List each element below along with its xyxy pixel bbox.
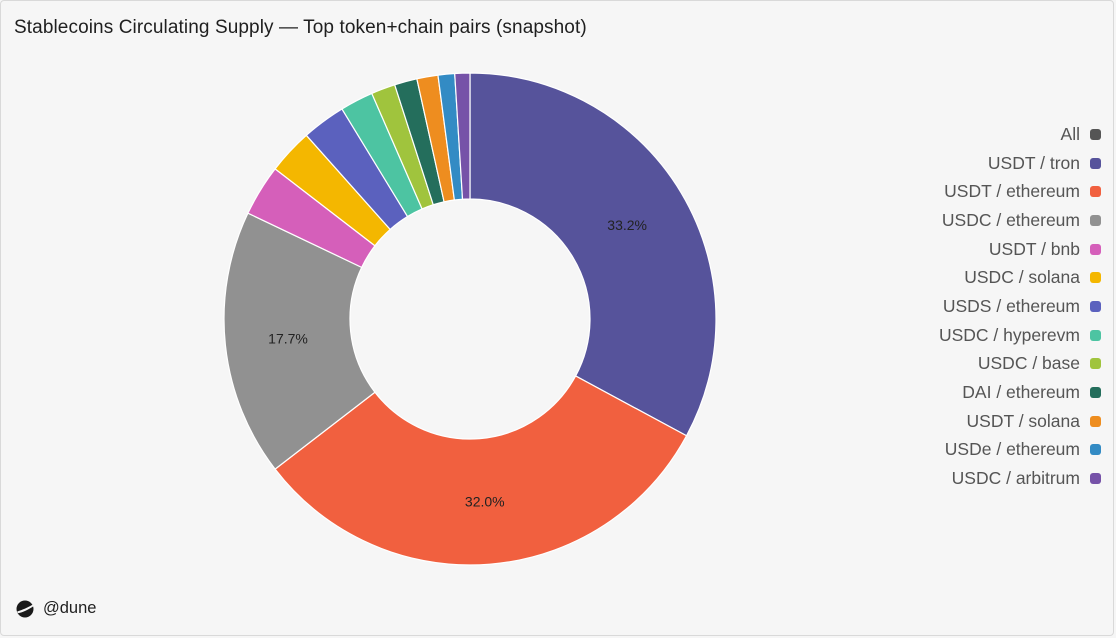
legend-swatch xyxy=(1090,186,1101,198)
legend-label: USDT / ethereum xyxy=(944,181,1080,202)
legend-swatch xyxy=(1090,157,1101,169)
slice-usdc-arbitrum[interactable] xyxy=(454,72,471,200)
legend-item-usdt-bnb[interactable]: USDT / bnb xyxy=(801,235,1101,264)
legend-label: USDC / hyperevm xyxy=(938,324,1080,345)
legend-item-all[interactable]: All xyxy=(801,120,1101,149)
legend-item-usdt-solana[interactable]: USDT / solana xyxy=(801,407,1101,436)
legend-item-usdt-ethereum[interactable]: USDT / ethereum xyxy=(801,177,1101,206)
legend-swatch xyxy=(1090,415,1101,427)
legend-label: USDT / bnb xyxy=(988,238,1080,259)
donut-slices xyxy=(223,72,717,566)
legend-item-usdc-arbitrum[interactable]: USDC / arbitrum xyxy=(801,464,1101,493)
slice-value-label: 33.2% xyxy=(607,217,647,233)
legend-swatch xyxy=(1090,300,1101,312)
legend-item-usdc-solana[interactable]: USDC / solana xyxy=(801,263,1101,292)
legend-swatch xyxy=(1090,329,1101,341)
legend-label: USDC / ethereum xyxy=(941,209,1080,230)
legend-swatch xyxy=(1090,473,1101,485)
donut-labels: 33.2% 32.0% 17.7% xyxy=(268,217,647,509)
legend-label: USDC / arbitrum xyxy=(951,468,1080,489)
legend-item-usdt-tron[interactable]: USDT / tron xyxy=(801,149,1101,178)
legend-label: USDe / ethereum xyxy=(944,439,1080,460)
legend-label: USDS / ethereum xyxy=(942,295,1080,316)
legend-item-usde-ethereum[interactable]: USDe / ethereum xyxy=(801,436,1101,465)
legend-swatch xyxy=(1090,358,1101,370)
legend-item-usdc-base[interactable]: USDC / base xyxy=(801,350,1101,379)
legend-item-usdc-hyperevm[interactable]: USDC / hyperevm xyxy=(801,321,1101,350)
legend-swatch xyxy=(1090,272,1101,284)
chart-legend: All USDT / tron USDT / ethereum USDC / ethe… xyxy=(801,120,1101,493)
brand-watermark: @dune xyxy=(16,599,96,618)
dune-logo-icon xyxy=(16,600,34,617)
legend-label: USDT / tron xyxy=(987,152,1080,173)
slice-usdc-ethereum[interactable] xyxy=(223,212,376,470)
legend-label: All xyxy=(1060,123,1080,144)
legend-swatch xyxy=(1090,128,1101,140)
slice-value-label: 17.7% xyxy=(268,330,308,346)
slice-usdt-tron[interactable] xyxy=(469,72,717,437)
legend-swatch xyxy=(1090,243,1101,255)
legend-label: USDC / solana xyxy=(964,267,1080,288)
chart-title: Stablecoins Circulating Supply — Top tok… xyxy=(14,17,587,38)
legend-label: USDC / base xyxy=(977,353,1080,374)
brand-handle: @dune xyxy=(43,599,97,617)
slice-value-label: 32.0% xyxy=(465,493,505,509)
legend-swatch xyxy=(1090,387,1101,399)
legend-swatch xyxy=(1090,214,1101,226)
legend-label: USDT / solana xyxy=(966,410,1080,431)
legend-label: DAI / ethereum xyxy=(962,382,1080,403)
slice-usdt-ethereum[interactable] xyxy=(274,375,688,566)
legend-swatch xyxy=(1090,444,1101,456)
legend-item-usdc-ethereum[interactable]: USDC / ethereum xyxy=(801,206,1101,235)
legend-item-dai-ethereum[interactable]: DAI / ethereum xyxy=(801,378,1101,407)
legend-item-usds-ethereum[interactable]: USDS / ethereum xyxy=(801,292,1101,321)
